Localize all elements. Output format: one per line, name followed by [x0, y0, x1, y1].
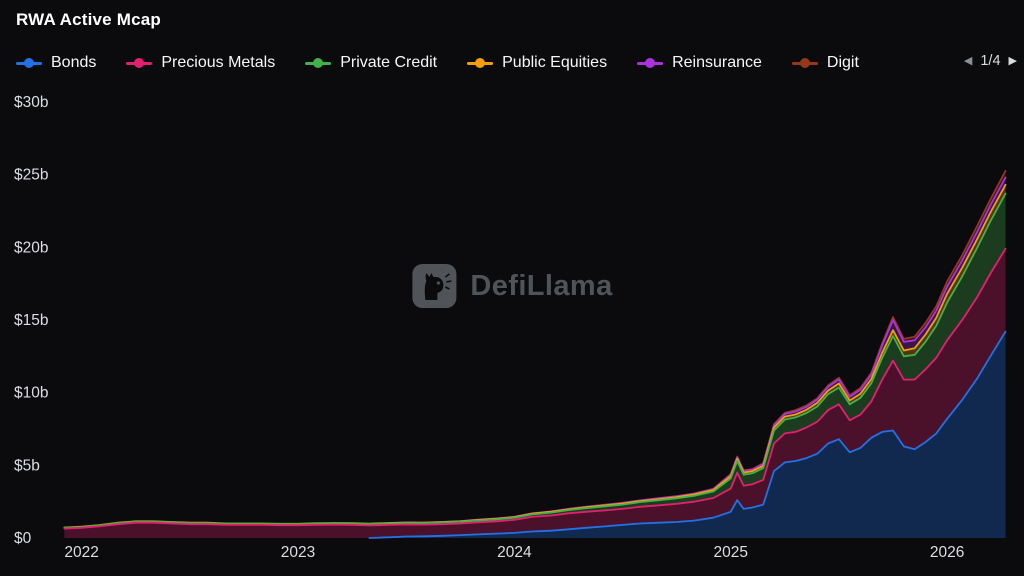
y-axis-label: $20b [14, 239, 48, 256]
y-axis-label: $0 [14, 530, 32, 547]
area-precious-metals [64, 248, 1006, 539]
legend-item-public-equities[interactable]: Public Equities [467, 54, 607, 72]
area-bonds [64, 331, 1006, 538]
legend-page-indicator: 1/4 [980, 53, 1001, 69]
x-axis-label: 2026 [930, 544, 964, 561]
legend-pager: ◀ 1/4 ▶ [952, 44, 1020, 78]
llama-logo-icon [412, 264, 457, 308]
x-axis-label: 2025 [713, 544, 747, 561]
legend-item-digit[interactable]: Digit [791, 54, 859, 72]
legend-label: Reinsurance [672, 54, 762, 71]
legend-label: Private Credit [340, 54, 438, 71]
legend-row: Bonds Precious Metals Private Credit Public… [16, 48, 1024, 78]
legend-label: Bonds [51, 54, 97, 71]
legend-marker-icon [126, 58, 153, 68]
legend-label: Public Equities [502, 54, 608, 71]
legend-label: Digit [826, 54, 859, 71]
x-axis-label: 2024 [497, 544, 532, 561]
legend-marker-icon [637, 58, 664, 68]
x-axis-label: 2023 [281, 544, 315, 561]
y-axis-label: $30b [14, 94, 48, 111]
legend-items: Bonds Precious Metals Private Credit Public… [16, 54, 1024, 72]
line-private-credit [63, 192, 1007, 529]
y-axis-label: $25b [14, 167, 48, 184]
legend-marker-icon [791, 58, 818, 68]
legend-item-private-credit[interactable]: Private Credit [305, 54, 437, 72]
y-axis-label: $5b [14, 457, 40, 474]
y-axis-label: $15b [14, 312, 48, 329]
legend-next-page-icon[interactable]: ▶ [1006, 54, 1020, 69]
legend-item-reinsurance[interactable]: Reinsurance [637, 54, 762, 72]
legend-marker-icon [467, 58, 494, 68]
line-bonds [368, 330, 1007, 539]
legend-prev-page-icon[interactable]: ◀ [961, 54, 975, 69]
line-precious-metals [63, 247, 1007, 530]
watermark-text: DefiLlama [470, 269, 613, 302]
legend-marker-icon [305, 58, 332, 68]
y-axis-label: $10b [14, 385, 48, 402]
legend-item-precious-metals[interactable]: Precious Metals [126, 54, 275, 72]
legend-label: Precious Metals [161, 54, 276, 71]
x-axis-label: 2022 [64, 544, 98, 561]
page-title: RWA Active Mcap [16, 10, 162, 29]
legend-marker-icon [16, 58, 42, 68]
defillama-watermark: DefiLlama [411, 263, 612, 309]
legend-item-bonds[interactable]: Bonds [16, 54, 96, 72]
